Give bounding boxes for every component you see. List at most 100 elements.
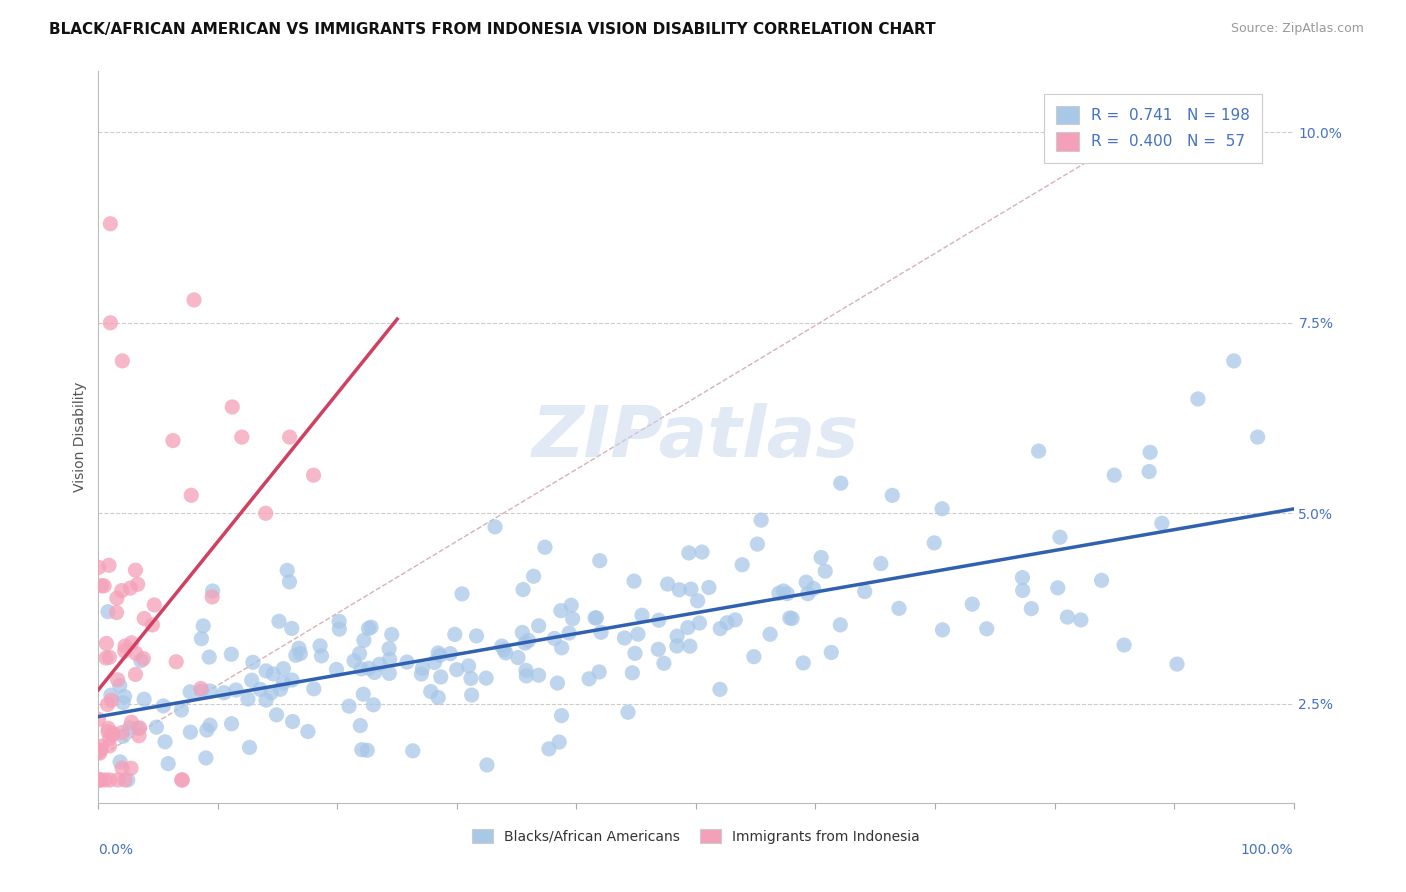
Point [1247,430,1270,444]
Point [439,647,461,661]
Point [1150,516,1173,531]
Point [779,611,801,625]
Point [281,714,304,729]
Point [221,716,243,731]
Point [495,646,517,660]
Point [716,615,738,630]
Point [117,772,139,787]
Point [679,639,702,653]
Point [98,316,122,330]
Point [411,661,433,675]
Point [617,705,640,719]
Point [311,648,333,663]
Point [688,615,710,630]
Point [105,606,128,620]
Point [429,670,451,684]
Point [666,629,689,643]
Point [183,293,205,307]
Point [221,647,243,661]
Point [363,665,385,680]
Point [976,622,998,636]
Point [94,651,117,665]
Point [515,669,537,683]
Point [337,699,360,714]
Point [128,721,150,735]
Point [697,581,720,595]
Point [89,743,111,757]
Point [830,618,852,632]
Point [278,574,301,589]
Point [278,430,301,444]
Point [1166,657,1188,671]
Point [128,729,150,743]
Point [690,545,713,559]
Point [1223,354,1246,368]
Point [118,721,141,735]
Point [132,692,155,706]
Point [112,696,135,710]
Point [353,633,375,648]
Point [249,682,271,697]
Point [96,636,118,650]
Point [475,758,498,772]
Point [465,629,488,643]
Point [284,648,307,663]
Point [1187,392,1209,406]
Point [273,676,295,690]
Point [290,647,312,661]
Point [98,739,121,753]
Point [429,648,451,663]
Point [624,646,647,660]
Point [343,654,366,668]
Text: BLACK/AFRICAN AMERICAN VS IMMIGRANTS FROM INDONESIA VISION DISABILITY CORRELATIO: BLACK/AFRICAN AMERICAN VS IMMIGRANTS FRO… [49,22,936,37]
Point [153,735,176,749]
Point [101,727,124,741]
Point [107,772,129,787]
Point [492,643,515,657]
Point [111,761,134,775]
Point [523,569,546,583]
Point [527,619,550,633]
Point [266,707,288,722]
Point [534,540,557,554]
Point [820,645,842,659]
Point [623,574,645,588]
Point [460,672,482,686]
Point [221,400,243,414]
Point [157,756,180,771]
Point [288,641,311,656]
Point [451,587,474,601]
Point [179,725,201,739]
Point [749,513,772,527]
Point [869,557,891,571]
Text: 0.0%: 0.0% [98,843,134,857]
Point [101,726,124,740]
Point [170,772,193,787]
Point [652,657,675,671]
Point [427,646,450,660]
Point [195,723,218,737]
Point [127,577,149,591]
Point [193,619,215,633]
Point [120,715,142,730]
Point [357,661,380,675]
Point [589,554,612,568]
Point [114,690,136,704]
Point [143,598,166,612]
Point [491,639,513,653]
Point [105,591,128,606]
Point [627,627,650,641]
Point [97,722,120,736]
Point [411,667,433,681]
Point [709,682,731,697]
Point [273,662,295,676]
Point [87,772,110,787]
Point [120,581,142,595]
Point [98,650,121,665]
Point [517,633,540,648]
Point [114,644,136,658]
Point [172,772,194,787]
Point [931,623,953,637]
Point [457,659,479,673]
Point [794,575,817,590]
